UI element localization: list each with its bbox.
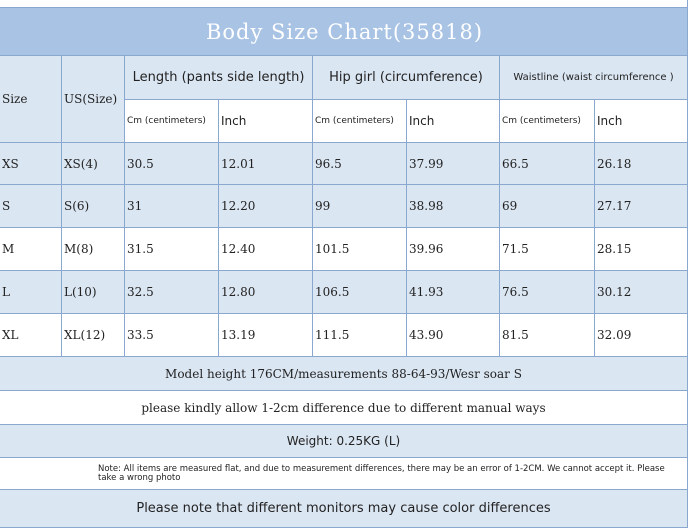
table-cell: 30.12: [595, 271, 688, 314]
table-cell: 41.93: [407, 271, 500, 314]
table-cell: M(8): [62, 228, 125, 271]
table-cell: 33.5: [125, 314, 219, 357]
unit-header: Inch: [219, 100, 313, 143]
table-cell: S: [0, 185, 62, 228]
note-row: Weight: 0.25KG (L): [0, 425, 688, 458]
table-cell: 38.98: [407, 185, 500, 228]
table-cell: 28.15: [595, 228, 688, 271]
table-cell: 99: [313, 185, 407, 228]
table-cell: 71.5: [500, 228, 595, 271]
table-cell: 101.5: [313, 228, 407, 271]
note-row: Please note that different monitors may …: [0, 490, 688, 528]
table-cell: 39.96: [407, 228, 500, 271]
table-cell: S(6): [62, 185, 125, 228]
table-cell: 12.40: [219, 228, 313, 271]
group-header: Length (pants side length): [125, 56, 313, 100]
table-cell: 12.20: [219, 185, 313, 228]
top-strip: [0, 0, 688, 8]
group-header: Waistline (waist circumference ): [500, 56, 688, 100]
table-cell: XL: [0, 314, 62, 357]
group-header: Hip girl (circumference): [313, 56, 500, 100]
table-cell: 31.5: [125, 228, 219, 271]
table-cell: L(10): [62, 271, 125, 314]
table-cell: 37.99: [407, 143, 500, 185]
table-cell: 12.01: [219, 143, 313, 185]
table-cell: 43.90: [407, 314, 500, 357]
unit-header: Inch: [407, 100, 500, 143]
table-cell: M: [0, 228, 62, 271]
title: Body Size Chart(35818): [0, 8, 688, 56]
table-cell: 106.5: [313, 271, 407, 314]
note-row: Note: All items are measured flat, and d…: [0, 458, 688, 490]
unit-header: Inch: [595, 100, 688, 143]
table-cell: XS: [0, 143, 62, 185]
table-cell: XL(12): [62, 314, 125, 357]
table-cell: L: [0, 271, 62, 314]
table-cell: 81.5: [500, 314, 595, 357]
size-header: Size: [0, 56, 62, 143]
table-cell: 31: [125, 185, 219, 228]
table-cell: 26.18: [595, 143, 688, 185]
table-cell: XS(4): [62, 143, 125, 185]
table-cell: 111.5: [313, 314, 407, 357]
us-header: US(Size): [62, 56, 125, 143]
table-cell: 76.5: [500, 271, 595, 314]
table-cell: 13.19: [219, 314, 313, 357]
note-row: please kindly allow 1-2cm difference due…: [0, 391, 688, 425]
table-cell: 96.5: [313, 143, 407, 185]
unit-header: Cm (centimeters): [125, 100, 219, 143]
table-cell: 66.5: [500, 143, 595, 185]
note-row: Model height 176CM/measurements 88-64-93…: [0, 357, 688, 391]
unit-header: Cm (centimeters): [500, 100, 595, 143]
table-cell: 32.5: [125, 271, 219, 314]
unit-header: Cm (centimeters): [313, 100, 407, 143]
table-cell: 12.80: [219, 271, 313, 314]
table-cell: 30.5: [125, 143, 219, 185]
table-cell: 69: [500, 185, 595, 228]
table-cell: 32.09: [595, 314, 688, 357]
table-cell: 27.17: [595, 185, 688, 228]
